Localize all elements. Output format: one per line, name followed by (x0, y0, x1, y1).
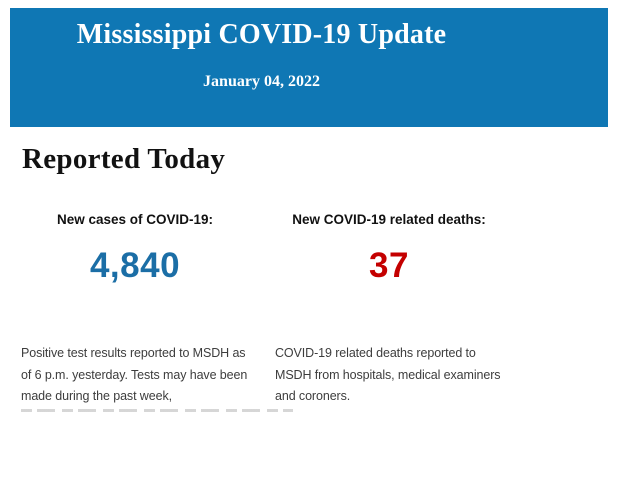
description-line: Positive test results reported to MSDH a… (21, 346, 246, 360)
stats-grid: New cases of COVID-19: 4,840 Positive te… (21, 211, 503, 412)
description-line: of 6 p.m. yesterday. Tests may have been (21, 367, 248, 382)
header-banner: Mississippi COVID-19 Update January 04, … (10, 8, 608, 127)
report-date: January 04, 2022 (203, 73, 320, 90)
stat-column-new-cases: New cases of COVID-19: 4,840 Positive te… (21, 211, 293, 412)
new-deaths-label: New COVID-19 related deaths: (292, 212, 486, 227)
new-deaths-value: 37 (369, 246, 409, 285)
new-cases-value: 4,840 (89, 246, 181, 285)
page-title: Mississippi COVID-19 Update (76, 19, 447, 50)
section-heading: Reported Today (22, 143, 226, 175)
description-line: COVID-19 related deaths reported to (275, 346, 476, 360)
new-cases-label: New cases of COVID-19: (56, 212, 214, 227)
new-cases-description: Positive test results reported to MSDH a… (21, 343, 293, 412)
stat-column-new-deaths: New COVID-19 related deaths: 37 COVID-19… (275, 211, 503, 412)
description-line: MSDH from hospitals, medical examiners (275, 367, 501, 382)
clipped-text-artifact (21, 408, 293, 412)
description-line: made during the past week, (21, 389, 172, 403)
description-line: and coroners. (275, 389, 351, 403)
banner-inner: Mississippi COVID-19 Update January 04, … (10, 8, 513, 92)
new-deaths-description: COVID-19 related deaths reported to MSDH… (275, 343, 503, 408)
